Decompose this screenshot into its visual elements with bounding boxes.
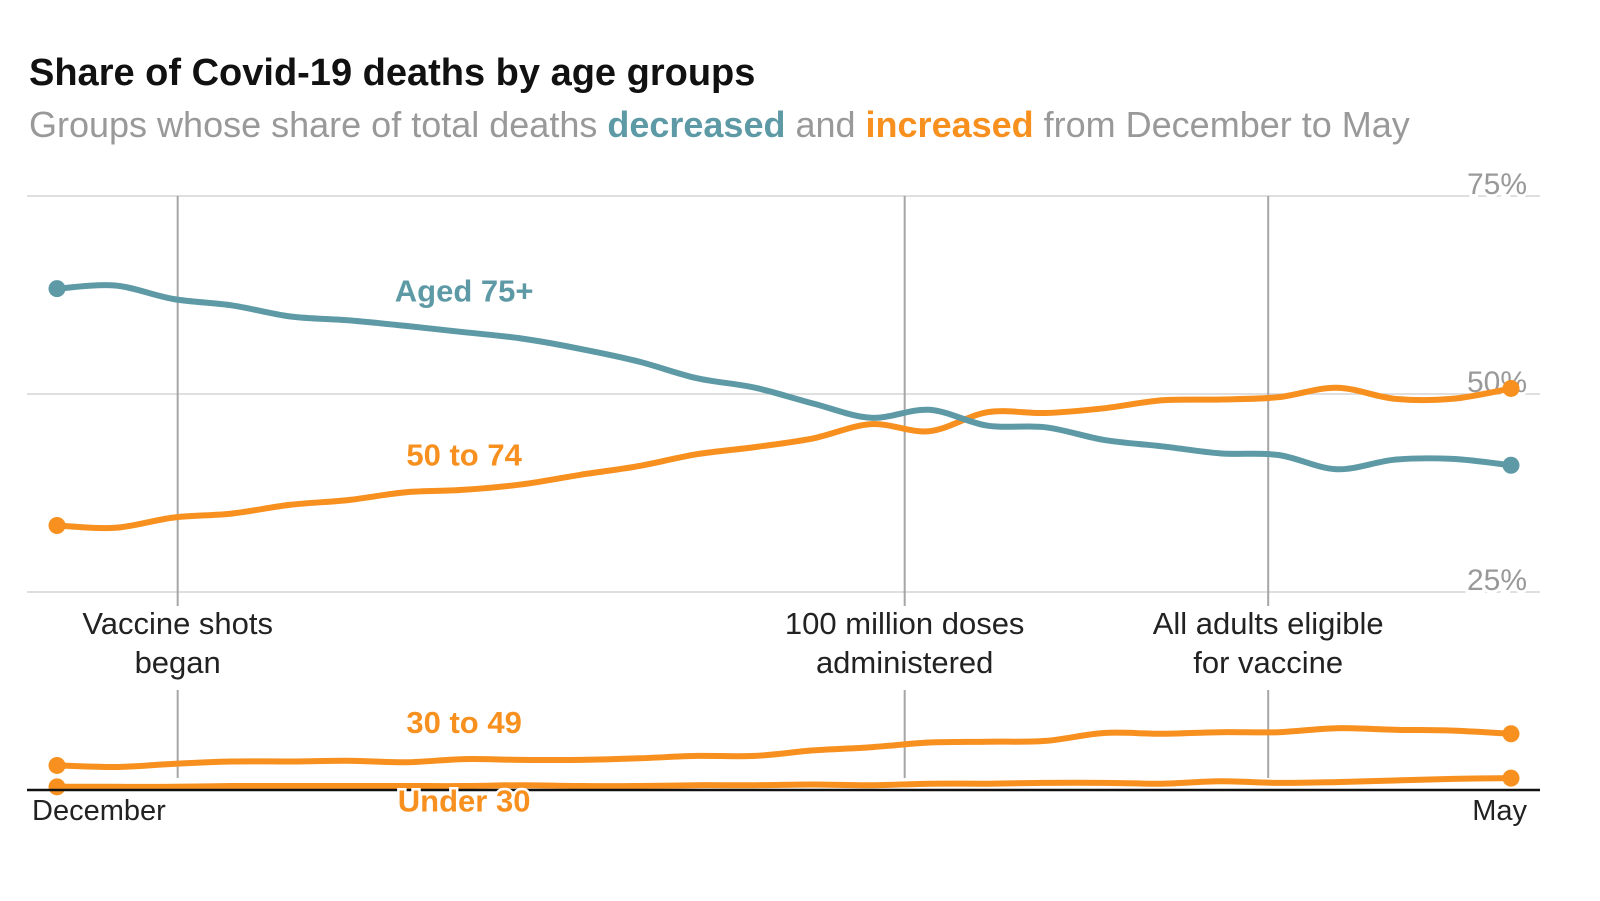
series-end-point-30-to-49	[1502, 725, 1520, 743]
chart-subtitle: Groups whose share of total deaths decre…	[29, 104, 1410, 146]
series-end-point-50-to-74	[1502, 379, 1520, 397]
series-line-30-to-49	[54, 725, 1514, 771]
annotation-label-line2: for vaccine	[1193, 645, 1343, 680]
annotation-label-line1: All adults eligible	[1153, 606, 1384, 641]
x-axis-label-end: May	[1472, 795, 1527, 827]
series-start-point-under-30	[48, 778, 66, 796]
series-line-aged-75	[54, 282, 1514, 473]
series-line-under-30	[54, 775, 1514, 790]
annotation-label-line1: 100 million doses	[785, 606, 1025, 641]
subtitle-conjunction: and	[785, 104, 866, 145]
series-end-point-aged-75	[1502, 456, 1520, 474]
subtitle-decreased-keyword: decreased	[607, 104, 786, 145]
annotation-label-line2: administered	[816, 645, 993, 680]
y-tick-label: 25%	[1467, 564, 1527, 597]
series-start-point-30-to-49	[48, 756, 66, 774]
y-tick-label: 75%	[1467, 168, 1527, 201]
subtitle-intro: Groups whose share of total deaths	[29, 104, 608, 145]
x-axis-label-start: December	[32, 795, 166, 827]
series-label-aged-75: Aged 75+	[395, 273, 534, 308]
series-end-point-under-30	[1502, 769, 1520, 787]
series-start-point-50-to-74	[48, 516, 66, 534]
series-line-50-to-74	[54, 384, 1514, 532]
subtitle-outro: from December to May	[1033, 104, 1410, 145]
subtitle-increased-keyword: increased	[865, 104, 1034, 145]
annotation-label-line2: began	[135, 645, 221, 680]
series-label-under-30: Under 30	[398, 783, 531, 818]
series-label-30-to-49: 30 to 49	[406, 705, 521, 740]
series-label-50-to-74: 50 to 74	[406, 437, 522, 472]
annotation-label-line1: Vaccine shots	[82, 606, 273, 641]
series-start-point-aged-75	[48, 280, 66, 298]
chart-title: Share of Covid-19 deaths by age groups	[29, 52, 756, 94]
